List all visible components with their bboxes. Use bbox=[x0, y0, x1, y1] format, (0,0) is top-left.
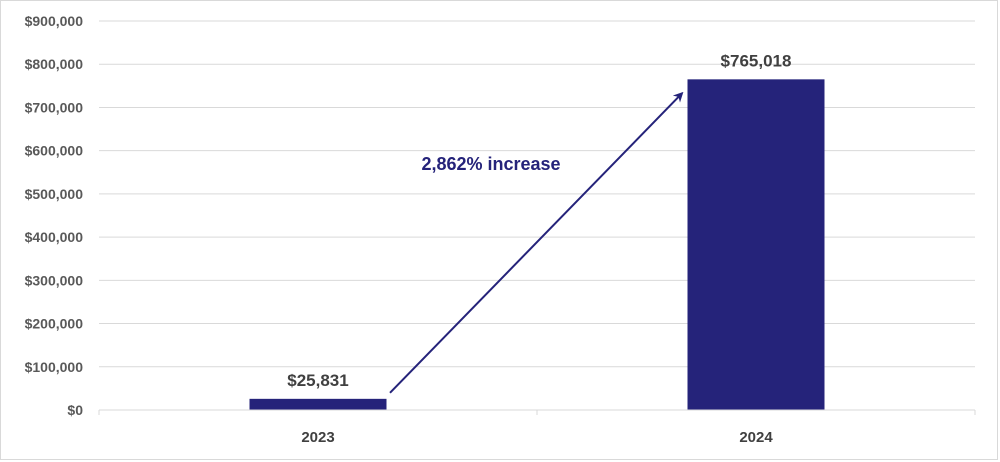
gridlines bbox=[99, 20, 975, 368]
annotation-arrow bbox=[389, 91, 684, 394]
bar-2023 bbox=[249, 398, 387, 410]
annotation-text: 2,862% increase bbox=[421, 154, 560, 174]
y-tick-label: $700,000 bbox=[25, 99, 84, 115]
y-tick-label: $0 bbox=[67, 402, 83, 418]
y-tick-label: $800,000 bbox=[25, 56, 84, 72]
bars bbox=[249, 79, 825, 410]
y-tick-label: $100,000 bbox=[25, 359, 84, 375]
x-tick-label: 2023 bbox=[301, 429, 334, 446]
x-axis: 2023 2024 bbox=[98, 409, 976, 446]
y-tick-label: $400,000 bbox=[25, 229, 84, 245]
x-tick-label: 2024 bbox=[739, 429, 773, 446]
bar-2024 bbox=[687, 79, 825, 410]
y-tick-label: $600,000 bbox=[25, 143, 84, 159]
y-axis-ticks: $0 $100,000 $200,000 $300,000 $400,000 $500,0… bbox=[25, 13, 84, 418]
y-tick-label: $300,000 bbox=[25, 272, 84, 288]
data-label-2024: $765,018 bbox=[721, 51, 792, 70]
data-label-2023: $25,831 bbox=[287, 371, 348, 390]
y-tick-label: $500,000 bbox=[25, 186, 84, 202]
y-tick-label: $200,000 bbox=[25, 316, 84, 332]
y-tick-label: $900,000 bbox=[25, 13, 84, 29]
data-labels: $25,831 $765,018 bbox=[287, 51, 791, 389]
annotation: 2,862% increase bbox=[389, 91, 684, 394]
